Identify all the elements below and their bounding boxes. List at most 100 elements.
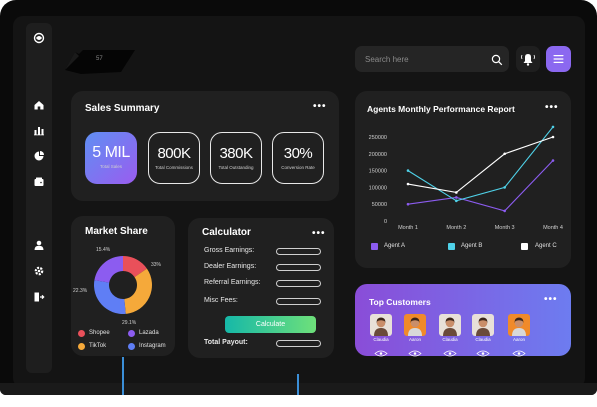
kpi-value: 5 MIL: [92, 144, 130, 161]
menu-button[interactable]: [546, 46, 571, 72]
percent-label: 15.4%: [96, 247, 111, 253]
cable: [297, 374, 299, 395]
data-point: [551, 125, 555, 129]
percent-label: 33%: [151, 262, 162, 268]
search-icon[interactable]: [491, 53, 503, 66]
gross-earnings-input[interactable]: [276, 248, 321, 255]
donut-segment-shopee: [123, 256, 147, 278]
logo-icon[interactable]: [33, 32, 45, 44]
y-tick-label: 0: [384, 219, 387, 225]
legend-tiktok: TikTok: [89, 343, 107, 349]
performance-chart-card: Agents Monthly Performance Report ••• 25…: [355, 91, 571, 268]
data-point: [455, 191, 458, 194]
data-point: [503, 186, 506, 189]
x-tick-label: Month 4: [543, 225, 563, 231]
kpi-total-sales: 5 MIL Total Sales: [85, 132, 137, 184]
eye-icon[interactable]: [374, 344, 388, 357]
kpi-value: 800K: [157, 145, 191, 162]
pie-chart-icon[interactable]: [33, 150, 45, 162]
x-tick-label: Month 3: [495, 225, 515, 231]
avatar: [370, 314, 392, 336]
kpi-total-commissions: 800K Total Commissions: [148, 132, 200, 184]
hamburger-icon: [553, 55, 564, 63]
x-tick-label: Month 1: [398, 225, 418, 231]
customer-name: Aaron: [512, 337, 525, 342]
kpi-value: 30%: [283, 145, 313, 162]
data-point: [406, 202, 410, 206]
eye-icon[interactable]: [408, 344, 422, 357]
data-point: [406, 169, 410, 172]
customer-name: Claudia: [442, 337, 458, 342]
legend-shopee: Shopee: [89, 330, 110, 336]
calculate-button[interactable]: Calculate: [225, 316, 316, 333]
home-icon[interactable]: [33, 99, 45, 111]
y-tick-label: 50000: [372, 202, 387, 208]
legend-lazada: Lazada: [139, 330, 159, 336]
series-line-agent-b: [407, 126, 554, 202]
bar-chart-icon[interactable]: [33, 124, 45, 136]
referral-earnings-input[interactable]: [276, 280, 321, 287]
donut-segment-instagram: [93, 280, 126, 314]
series-line-agent-c: [407, 136, 554, 194]
data-point: [551, 135, 555, 139]
eye-icon[interactable]: [476, 344, 490, 357]
more-options-icon[interactable]: •••: [312, 228, 326, 239]
more-options-icon[interactable]: •••: [544, 294, 558, 305]
more-options-icon[interactable]: •••: [545, 102, 559, 113]
sales-summary-card: Sales Summary ••• 5 MIL Total Sales 800K…: [71, 91, 339, 201]
series-line-agent-a: [407, 160, 554, 212]
cable: [122, 357, 124, 395]
y-tick-label: 150000: [369, 169, 387, 175]
logout-icon[interactable]: [33, 291, 45, 303]
calculator-title: Calculator: [202, 227, 251, 238]
laptop-frame: 57 Sales Summary •••: [0, 0, 597, 395]
kpi-label: Total Sales: [99, 164, 122, 169]
percent-label: 22.3%: [73, 288, 88, 294]
eye-icon[interactable]: [512, 344, 526, 357]
data-point: [503, 209, 506, 213]
data-point: [503, 152, 506, 156]
kpi-conversion-rate: 30% Conversion Rate: [272, 132, 324, 184]
legend-agent-a: Agent A: [384, 243, 406, 249]
legend-swatch-agent-c: [521, 243, 528, 250]
brand-logo: 57: [61, 46, 137, 78]
settings-icon[interactable]: [33, 265, 45, 277]
customer-name: Claudia: [475, 337, 491, 342]
notification-button[interactable]: [516, 46, 540, 72]
legend-instagram: Instagram: [139, 343, 166, 349]
gross-earnings-label: Gross Earnings:: [204, 247, 255, 254]
kpi-total-outstanding: 380K Total Outstanding: [210, 132, 262, 184]
search-bar: [355, 46, 509, 72]
percent-label: 29.1%: [122, 320, 137, 326]
kpi-label: Total Commissions: [155, 165, 193, 170]
performance-line-chart: 250000 200000 150000 100000 50000 0 Month 1 Mon…: [369, 125, 563, 231]
customer-name: Claudia: [373, 337, 389, 342]
performance-title: Agents Monthly Performance Report: [367, 104, 515, 114]
referral-earnings-label: Referral Earnings:: [204, 279, 261, 286]
dealer-earnings-input[interactable]: [276, 264, 321, 271]
eye-icon[interactable]: [443, 344, 457, 357]
market-share-title: Market Share: [85, 226, 148, 237]
y-tick-label: 100000: [369, 185, 387, 191]
y-tick-label: 200000: [369, 152, 387, 158]
more-options-icon[interactable]: •••: [313, 101, 327, 112]
legend-dot-lazada: [128, 330, 135, 337]
avatar: [472, 314, 494, 336]
user-icon[interactable]: [33, 239, 45, 251]
data-point: [551, 159, 555, 162]
donut-segment-lazada: [124, 268, 152, 314]
wallet-icon[interactable]: [33, 176, 45, 188]
avatar: [508, 314, 530, 336]
misc-fees-input[interactable]: [276, 298, 321, 305]
legend-dot-shopee: [78, 330, 85, 337]
legend-swatch-agent-a: [371, 243, 378, 250]
top-customers-card: Top Customers ••• Claudia Aaron Claudia Cla…: [355, 284, 571, 357]
misc-fees-label: Misc Fees:: [204, 297, 238, 304]
legend-swatch-agent-b: [448, 243, 455, 250]
y-tick-label: 250000: [369, 135, 387, 141]
legend-dot-instagram: [128, 343, 135, 350]
search-input[interactable]: [365, 46, 485, 72]
market-share-donut: [93, 256, 152, 314]
data-point: [455, 196, 458, 199]
dealer-earnings-label: Dealer Earnings:: [204, 263, 257, 270]
